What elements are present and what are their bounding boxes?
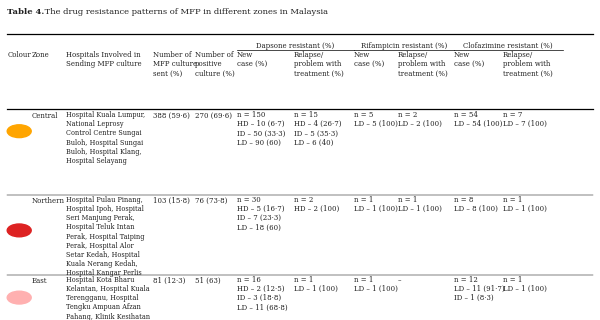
Text: New
case (%): New case (%)	[454, 51, 484, 68]
Text: Hospitals Involved in
Sending MFP culture: Hospitals Involved in Sending MFP cultur…	[66, 51, 142, 68]
Circle shape	[7, 125, 31, 138]
Text: East: East	[31, 277, 47, 285]
Circle shape	[7, 291, 31, 304]
Text: Relapse/
problem with
treatment (%): Relapse/ problem with treatment (%)	[398, 51, 448, 77]
Text: Rifampicin resistant (%): Rifampicin resistant (%)	[361, 42, 447, 50]
Text: n = 15
HD – 4 (26·7)
ID – 5 (35·3)
LD – 6 (40): n = 15 HD – 4 (26·7) ID – 5 (35·3) LD – …	[294, 111, 341, 147]
Text: Number of
positive
culture (%): Number of positive culture (%)	[195, 51, 235, 77]
Text: Northern: Northern	[31, 197, 64, 205]
Text: Hospital Kuala Lumpur,
National Leprosy
Control Centre Sungai
Buloh, Hospital Su: Hospital Kuala Lumpur, National Leprosy …	[66, 111, 145, 165]
Text: Table 4.: Table 4.	[7, 8, 44, 16]
Text: 51 (63): 51 (63)	[195, 277, 221, 285]
Text: n = 1
LD – 1 (100): n = 1 LD – 1 (100)	[503, 276, 547, 293]
Text: Dapsone resistant (%): Dapsone resistant (%)	[256, 42, 335, 50]
Text: n = 7
LD – 7 (100): n = 7 LD – 7 (100)	[503, 111, 547, 128]
Text: Relapse/
problem with
treatment (%): Relapse/ problem with treatment (%)	[294, 51, 344, 77]
Text: n = 16
HD – 2 (12·5)
ID – 3 (18·8)
LD – 11 (68·8): n = 16 HD – 2 (12·5) ID – 3 (18·8) LD – …	[237, 276, 287, 311]
Text: 270 (69·6): 270 (69·6)	[195, 112, 232, 120]
Text: Hospital Pulau Pinang,
Hospital Ipoh, Hospital
Seri Manjung Perak,
Hospital Telu: Hospital Pulau Pinang, Hospital Ipoh, Ho…	[66, 196, 145, 277]
Text: n = 2
LD – 2 (100): n = 2 LD – 2 (100)	[398, 111, 442, 128]
Text: 388 (59·6): 388 (59·6)	[153, 112, 190, 120]
Text: n = 12
LD – 11 (91·7)
ID – 1 (8·3): n = 12 LD – 11 (91·7) ID – 1 (8·3)	[454, 276, 504, 302]
Text: n = 8
LD – 8 (100): n = 8 LD – 8 (100)	[454, 196, 497, 213]
Text: Relapse/
problem with
treatment (%): Relapse/ problem with treatment (%)	[503, 51, 553, 77]
Text: The drug resistance patterns of MFP in different zones in Malaysia: The drug resistance patterns of MFP in d…	[42, 8, 328, 16]
Text: n = 1
LD – 1 (100): n = 1 LD – 1 (100)	[294, 276, 338, 293]
Text: Hospital Kota Bharu
Kelantan, Hospital Kuala
Terengganu, Hospital
Tengku Ampuan : Hospital Kota Bharu Kelantan, Hospital K…	[66, 276, 150, 320]
Text: n = 150
HD – 10 (6·7)
ID – 50 (33·3)
LD – 90 (60): n = 150 HD – 10 (6·7) ID – 50 (33·3) LD …	[237, 111, 286, 147]
Text: Central: Central	[31, 112, 58, 120]
Circle shape	[7, 224, 31, 237]
Text: 103 (15·8): 103 (15·8)	[153, 197, 190, 205]
Text: n = 54
LD – 54 (100): n = 54 LD – 54 (100)	[454, 111, 502, 128]
Text: Number of
MFP culture
sent (%): Number of MFP culture sent (%)	[153, 51, 197, 77]
Text: n = 1
LD – 1 (100): n = 1 LD – 1 (100)	[398, 196, 442, 213]
Text: 76 (73·8): 76 (73·8)	[195, 197, 227, 205]
Text: n = 1
LD – 1 (100): n = 1 LD – 1 (100)	[354, 196, 398, 213]
Text: n = 5
LD – 5 (100): n = 5 LD – 5 (100)	[354, 111, 398, 128]
Text: New
case (%): New case (%)	[354, 51, 384, 68]
Text: n = 1
LD – 1 (100): n = 1 LD – 1 (100)	[503, 196, 547, 213]
Text: Colour: Colour	[7, 51, 31, 59]
Text: n = 2
HD – 2 (100): n = 2 HD – 2 (100)	[294, 196, 339, 213]
Text: 81 (12·3): 81 (12·3)	[153, 277, 185, 285]
Text: n = 1
LD – 1 (100): n = 1 LD – 1 (100)	[354, 276, 398, 293]
Text: –: –	[398, 276, 401, 284]
Text: Zone: Zone	[31, 51, 49, 59]
Text: n = 30
HD – 5 (16·7)
ID – 7 (23·3)
LD – 18 (60): n = 30 HD – 5 (16·7) ID – 7 (23·3) LD – …	[237, 196, 284, 231]
Text: Clofazimine resistant (%): Clofazimine resistant (%)	[463, 42, 553, 50]
Text: New
case (%): New case (%)	[237, 51, 267, 68]
